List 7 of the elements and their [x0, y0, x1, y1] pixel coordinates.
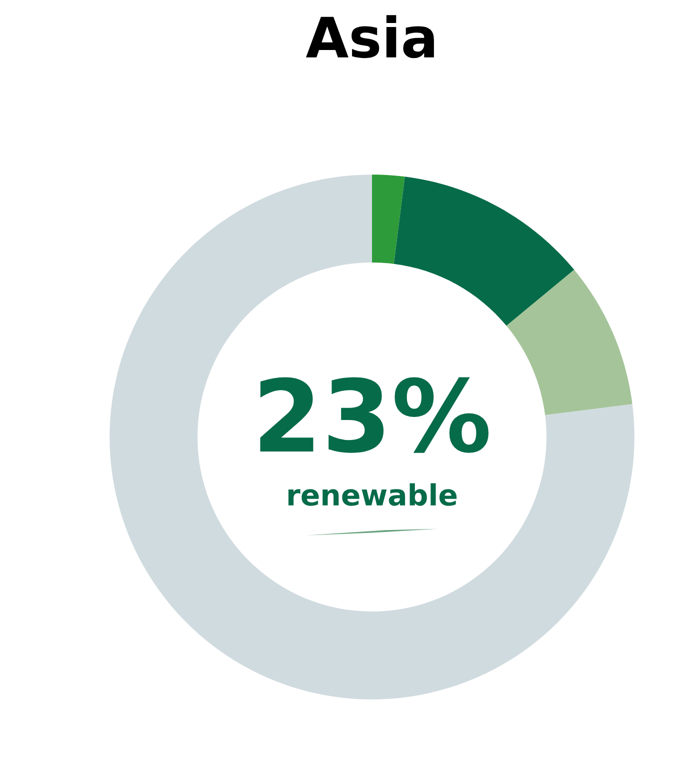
donut-slice [110, 174, 634, 700]
chart-title: Asia [306, 15, 434, 58]
text: renewable [288, 483, 457, 506]
donut-slice [372, 174, 405, 264]
donut-slice [394, 176, 574, 326]
donut-slice [506, 270, 632, 416]
text: 23% [260, 377, 488, 453]
